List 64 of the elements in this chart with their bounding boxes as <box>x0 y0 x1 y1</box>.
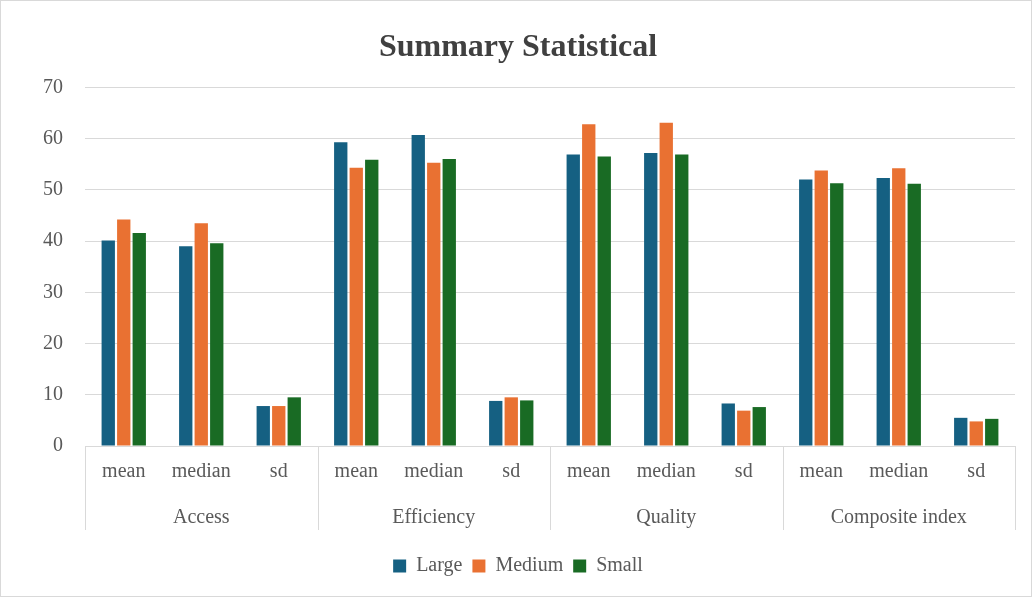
y-tick-label: 30 <box>43 279 63 302</box>
bar <box>194 223 208 446</box>
x-tick-label: sd <box>502 459 521 482</box>
x-tick-label: median <box>171 459 231 482</box>
bar <box>334 142 348 446</box>
x-tick-label: mean <box>567 459 611 482</box>
bar <box>737 410 751 446</box>
text: Access <box>172 505 230 528</box>
x-tick-label: sd <box>734 459 753 482</box>
y-tick-label: 20 <box>43 330 63 353</box>
y-tick-label: 10 <box>43 382 63 405</box>
bar <box>969 421 983 446</box>
y-tick-label: 0 <box>53 433 63 456</box>
bar <box>566 154 580 446</box>
x-tick-label: mean <box>799 459 843 482</box>
bar <box>644 152 658 446</box>
bar <box>721 403 735 446</box>
bar <box>752 407 766 446</box>
bar <box>272 406 286 446</box>
bar <box>489 400 503 446</box>
bar <box>504 397 518 446</box>
text: Quality <box>636 505 697 529</box>
bar <box>520 400 534 446</box>
text: Composite index <box>830 505 967 529</box>
bar <box>675 154 689 446</box>
bar <box>659 122 673 446</box>
bar <box>814 170 828 446</box>
bar <box>101 240 115 446</box>
x-tick-label: median <box>869 459 929 482</box>
bar <box>907 183 921 446</box>
x-tick-label: sd <box>269 459 288 482</box>
bar <box>117 219 131 446</box>
y-tick-label: 70 <box>43 74 63 97</box>
x-tick-label: sd <box>967 459 986 482</box>
bar <box>954 417 968 446</box>
bar <box>256 406 270 446</box>
x-tick-label: mean <box>102 459 146 482</box>
bar <box>427 162 441 446</box>
bar <box>179 246 193 446</box>
y-tick-label: 50 <box>43 177 63 200</box>
x-tick-label: median <box>636 459 696 482</box>
chart-title: Summary Statistical <box>378 27 658 64</box>
y-tick-label: 60 <box>43 125 63 148</box>
legend-label: Small <box>596 553 644 576</box>
bar <box>411 135 425 446</box>
legend-label: Medium <box>495 553 564 576</box>
bar <box>985 418 999 446</box>
x-tick-label: mean <box>334 459 378 482</box>
bar <box>365 159 379 446</box>
bar <box>210 243 224 446</box>
bar <box>876 178 890 446</box>
legend-label: Large <box>416 553 463 577</box>
bar <box>349 167 363 446</box>
bar <box>830 183 844 446</box>
text: Efficiency <box>392 505 476 529</box>
bar <box>597 156 611 446</box>
bar <box>582 124 596 446</box>
bar <box>892 168 906 446</box>
bar <box>287 397 301 446</box>
bar <box>132 232 146 446</box>
x-tick-label: median <box>404 459 464 482</box>
bar <box>799 179 813 446</box>
y-tick-label: 40 <box>43 228 63 251</box>
bar <box>442 159 456 446</box>
